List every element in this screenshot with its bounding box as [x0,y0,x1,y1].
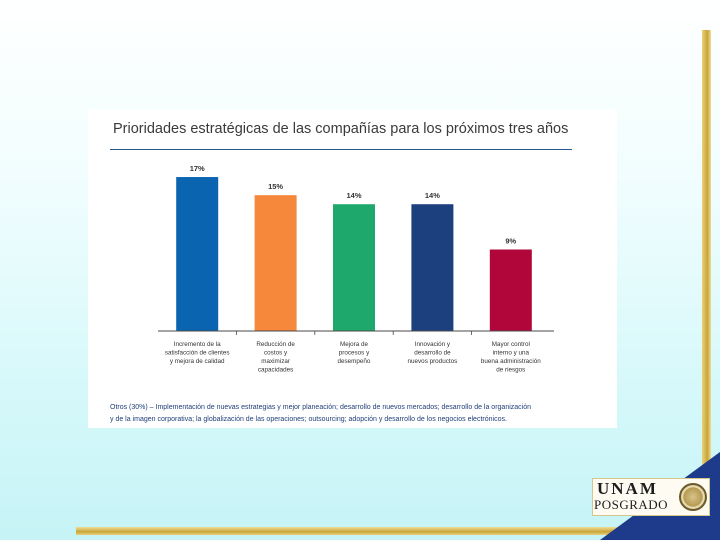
title-rule [110,149,572,150]
frame-vertical-bar [702,30,711,500]
unam-posgrado-logo: UNAM POSGRADO [592,478,710,516]
note-line-2: y de la imagen corporativa; la globaliza… [110,416,507,423]
bar-2 [254,195,297,331]
category-label-3-line-3: desempeño [338,358,371,365]
chart-card: Prioridades estratégicas de las compañía… [88,110,617,428]
category-label-5-line-2: interno y una [493,350,530,357]
chart-note: Otros (30%) – Implementación de nuevas e… [110,402,610,426]
bar-value-label-3: 14% [346,191,361,200]
bar-value-label-2: 15% [268,182,283,191]
category-label-5-line-1: Mayor control [492,341,530,348]
category-label-1-line-3: y mejora de calidad [170,358,225,365]
frame-horizontal-bar [76,527,636,535]
category-label-4-line-2: desarrollo de [414,350,451,357]
category-label-2-line-3: maximizar [261,358,290,365]
bar-value-label-4: 14% [425,191,440,200]
category-label-2-line-1: Reducción de [256,341,295,348]
category-label-3-line-1: Mejora de [340,341,368,348]
logo-text-posgrado: POSGRADO [594,497,669,512]
category-label-2-line-2: costos y [264,350,288,357]
seal-icon [679,483,707,511]
bar-value-label-1: 17% [190,164,205,173]
category-label-1-line-1: Incremento de la [174,341,221,348]
category-label-3-line-2: procesos y [339,350,370,357]
category-label-5-line-3: buena administración [481,358,541,365]
category-label-2-line-4: capacidades [258,367,293,374]
bar-chart: 17% Incremento de la satisfacción de clien… [158,164,554,374]
bar-5 [489,249,532,331]
bar-4 [411,204,454,331]
category-label-4-line-3: nuevos productos [408,358,458,365]
category-label-5-line-4: de riesgos [496,367,525,374]
logo-text-unam: UNAM [597,479,658,498]
chart-title: Prioridades estratégicas de las compañía… [113,121,569,137]
category-label-1-line-2: satisfacción de clientes [165,350,230,357]
bar-3 [333,204,375,331]
bar-value-label-5: 9% [505,237,516,246]
note-line-1: Otros (30%) – Implementación de nuevas e… [110,404,532,411]
category-label-4-line-1: Innovación y [415,341,451,348]
bar-1 [176,177,219,331]
